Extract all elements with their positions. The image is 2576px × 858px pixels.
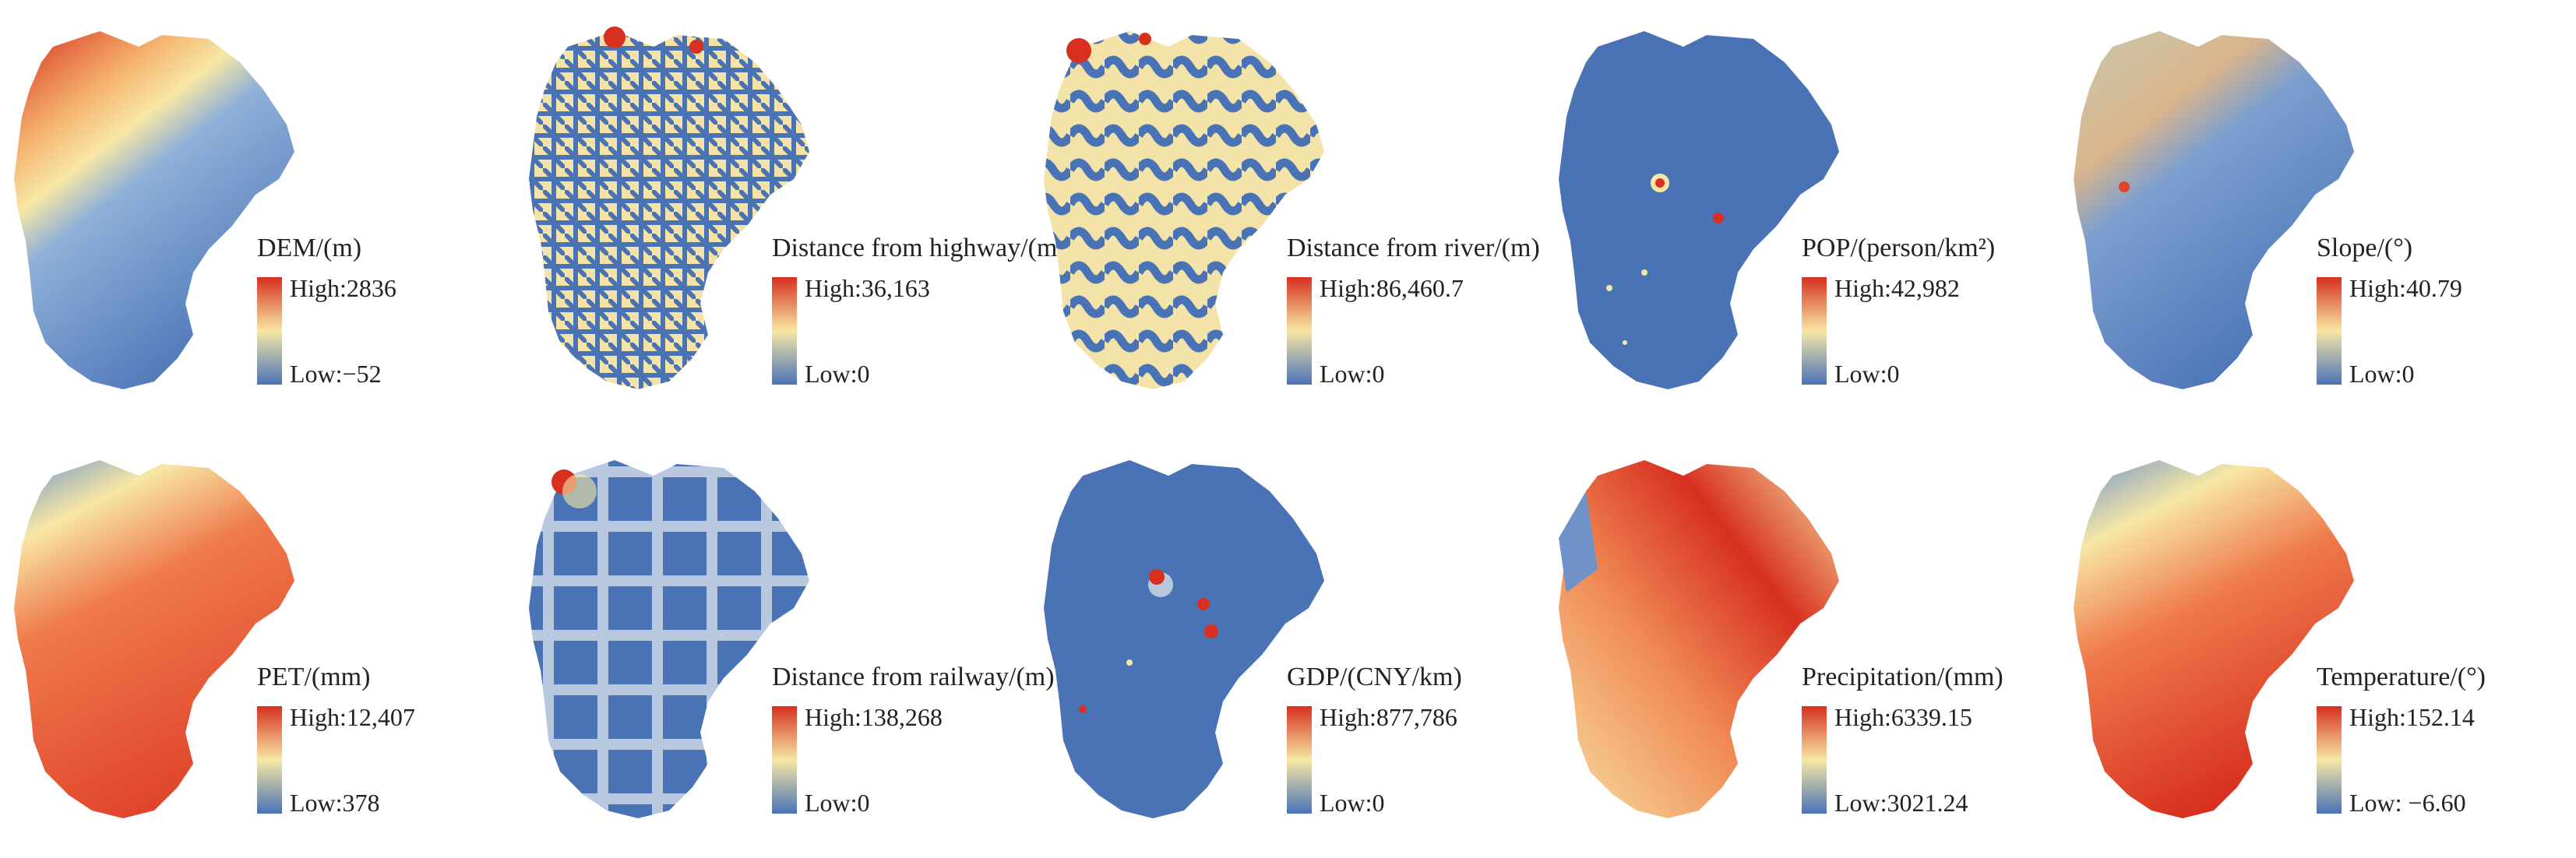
slope-map bbox=[2074, 31, 2354, 389]
panel-dem: DEM/(m) High:2836 Low:−52 bbox=[0, 0, 515, 429]
legend-low-label: Low:0 bbox=[805, 789, 870, 817]
legend-high-label: High:152.14 bbox=[2349, 703, 2475, 731]
legend-low-label: Low:3021.24 bbox=[1834, 789, 1968, 817]
panel-precipitation: Precipitation/(mm) High:6339.15 Low:3021… bbox=[1545, 429, 2060, 858]
panel-slope: Slope/(°) High:40.79 Low:0 bbox=[2060, 0, 2574, 429]
legend-title: Distance from railway/(m) bbox=[772, 663, 1055, 691]
highway-map bbox=[529, 26, 809, 389]
legend-color-bar bbox=[1802, 706, 1827, 814]
railway-map bbox=[529, 460, 809, 818]
legend-high-label: High:36,163 bbox=[805, 274, 930, 302]
legend-low-label: Low:0 bbox=[805, 360, 870, 388]
legend-title: Precipitation/(mm) bbox=[1802, 663, 2003, 691]
legend-low-label: Low:0 bbox=[2349, 360, 2415, 388]
panel-gdp: GDP/(CNY/km) High:877,786 Low:0 bbox=[1030, 429, 1545, 858]
panel-pet: PET/(mm) High:12,407 Low:378 bbox=[0, 429, 515, 858]
legend-title: Distance from highway/(m) bbox=[772, 234, 1066, 262]
legend-high-label: High:6339.15 bbox=[1834, 703, 1972, 731]
legend-title: DEM/(m) bbox=[257, 234, 362, 262]
legend-color-bar bbox=[1287, 706, 1312, 814]
legend-color-bar bbox=[257, 706, 282, 814]
legend-high-label: High:2836 bbox=[290, 274, 396, 302]
legend-high-label: High:40.79 bbox=[2349, 274, 2462, 302]
legend-title: Slope/(°) bbox=[2317, 234, 2413, 262]
legend-high-label: High:877,786 bbox=[1320, 703, 1457, 731]
legend-low-label: Low:0 bbox=[1320, 360, 1385, 388]
panel-pop: POP/(person/km²) High:42,982 Low:0 bbox=[1545, 0, 2060, 429]
legend-high-label: High:138,268 bbox=[805, 703, 943, 731]
legend-color-bar bbox=[2317, 706, 2342, 814]
legend-low-label: Low:0 bbox=[1320, 789, 1385, 817]
legend-title: POP/(person/km²) bbox=[1802, 234, 1996, 262]
legend-color-bar bbox=[2317, 277, 2342, 385]
pop-map bbox=[1559, 31, 1839, 389]
legend-color-bar bbox=[257, 277, 282, 385]
legend-title: Temperature/(°) bbox=[2317, 663, 2486, 691]
precipitation-map bbox=[1559, 460, 1839, 818]
legend-low-label: Low:0 bbox=[1834, 360, 1900, 388]
legend-low-label: Low: −6.60 bbox=[2349, 789, 2466, 817]
legend-high-label: High:42,982 bbox=[1834, 274, 1960, 302]
legend-low-label: Low:−52 bbox=[290, 360, 382, 388]
legend-color-bar bbox=[1802, 277, 1827, 385]
panel-temperature: Temperature/(°) High:152.14 Low: −6.60 bbox=[2060, 429, 2574, 858]
legend-title: PET/(mm) bbox=[257, 663, 371, 691]
legend-high-label: High:12,407 bbox=[290, 703, 415, 731]
legend-title: Distance from river/(m) bbox=[1287, 234, 1540, 262]
legend-high-label: High:86,460.7 bbox=[1320, 274, 1464, 302]
legend-color-bar bbox=[772, 706, 797, 814]
legend-color-bar bbox=[1287, 277, 1312, 385]
legend-low-label: Low:378 bbox=[290, 789, 380, 817]
gdp-map bbox=[1044, 460, 1324, 818]
river-map bbox=[1044, 31, 1324, 389]
panel-river: Distance from river/(m) High:86,460.7 Lo… bbox=[1030, 0, 1545, 429]
panel-highway: Distance from highway/(m) High:36,163 Lo… bbox=[515, 0, 1066, 429]
legend-title: GDP/(CNY/km) bbox=[1287, 663, 1462, 691]
panel-railway: Distance from railway/(m) High:138,268 L… bbox=[515, 429, 1055, 858]
legend-color-bar bbox=[772, 277, 797, 385]
